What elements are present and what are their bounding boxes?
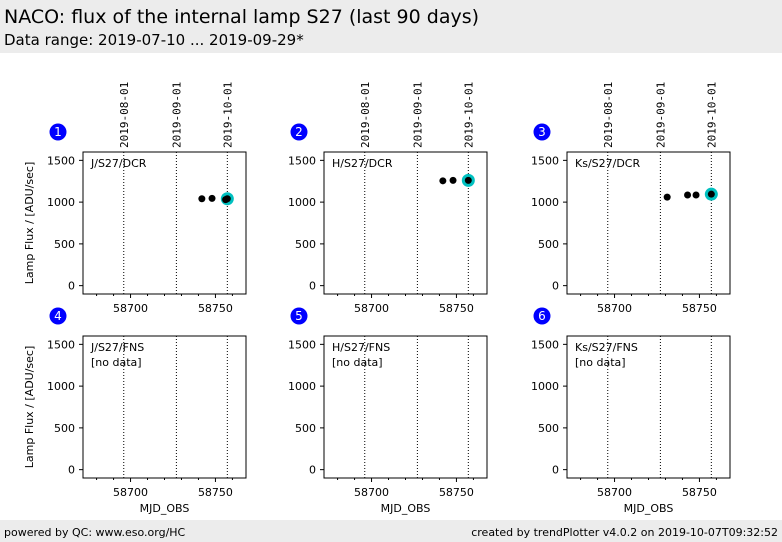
y-axis-label: Lamp Flux / [ADU/sec] xyxy=(23,346,36,469)
x-tick-label: 58750 xyxy=(682,302,717,315)
x-tick-label: 58700 xyxy=(113,302,148,315)
plot-frame xyxy=(323,335,488,479)
y-tick-label: 1500 xyxy=(531,338,559,351)
y-tick-label: 1000 xyxy=(288,380,316,393)
panel-number-badge xyxy=(533,123,551,141)
x-axis-label: MJD_OBS xyxy=(140,502,190,515)
y-tick-label: 0 xyxy=(552,280,559,293)
y-tick-label: 1500 xyxy=(47,154,75,167)
panel-label: H/S27/DCR xyxy=(332,157,393,170)
no-data-label: [no data] xyxy=(91,356,142,369)
x-tick-label: 58700 xyxy=(354,302,389,315)
y-tick-label: 500 xyxy=(54,238,75,251)
date-label: 2019-08-01 xyxy=(359,82,372,148)
y-tick-label: 1500 xyxy=(288,338,316,351)
footer: powered by QC: www.eso.org/HC created by… xyxy=(0,520,782,542)
y-tick-label: 0 xyxy=(552,464,559,477)
y-tick-label: 1000 xyxy=(288,196,316,209)
data-point xyxy=(208,194,216,202)
y-tick-label: 1500 xyxy=(288,154,316,167)
y-tick-label: 0 xyxy=(309,280,316,293)
x-tick-label: 58750 xyxy=(682,486,717,499)
x-tick-label: 58750 xyxy=(439,302,474,315)
data-point xyxy=(223,195,231,203)
y-tick-label: 1500 xyxy=(47,338,75,351)
panel-label: H/S27/FNS xyxy=(332,341,390,354)
plot-frame xyxy=(82,151,247,295)
data-point xyxy=(663,193,671,201)
panel-label: J/S27/FNS xyxy=(90,341,144,354)
data-point xyxy=(692,191,700,199)
y-tick-label: 1000 xyxy=(47,196,75,209)
no-data-label: [no data] xyxy=(575,356,626,369)
panel-label: Ks/S27/FNS xyxy=(575,341,638,354)
header: NACO: flux of the internal lamp S27 (las… xyxy=(0,0,782,53)
x-tick-label: 58700 xyxy=(113,486,148,499)
date-label: 2019-10-01 xyxy=(221,82,234,148)
x-tick-label: 58750 xyxy=(198,486,233,499)
x-tick-label: 58700 xyxy=(354,486,389,499)
x-axis-label: MJD_OBS xyxy=(381,502,431,515)
panel-number: 3 xyxy=(538,125,546,139)
data-point xyxy=(464,176,472,184)
x-axis-label: MJD_OBS xyxy=(624,502,674,515)
footer-powered-by: powered by QC: www.eso.org/HC xyxy=(4,526,186,539)
panel-number-badge xyxy=(290,123,308,141)
date-label: 2019-10-01 xyxy=(462,82,475,148)
y-tick-label: 500 xyxy=(295,422,316,435)
panel-number-badge xyxy=(49,307,67,325)
data-point xyxy=(684,191,692,199)
panel-number: 2 xyxy=(295,125,303,139)
footer-created-by: created by trendPlotter v4.0.2 on 2019-1… xyxy=(471,526,778,539)
date-label: 2019-10-01 xyxy=(705,82,718,148)
y-axis-label: Lamp Flux / [ADU/sec] xyxy=(23,162,36,285)
x-tick-label: 58750 xyxy=(439,486,474,499)
no-data-label: [no data] xyxy=(332,356,383,369)
y-tick-label: 0 xyxy=(68,464,75,477)
y-tick-label: 0 xyxy=(68,280,75,293)
panel-number-badge xyxy=(290,307,308,325)
panel-label: Ks/S27/DCR xyxy=(575,157,640,170)
panel-number: 5 xyxy=(295,309,303,323)
page-title: NACO: flux of the internal lamp S27 (las… xyxy=(4,6,480,28)
y-tick-label: 500 xyxy=(295,238,316,251)
x-tick-label: 58700 xyxy=(597,302,632,315)
data-point xyxy=(449,176,457,184)
plot-frame xyxy=(82,335,247,479)
panel-number-badge xyxy=(533,307,551,325)
date-label: 2019-09-01 xyxy=(411,82,424,148)
y-tick-label: 1500 xyxy=(531,154,559,167)
panel-number: 4 xyxy=(54,309,62,323)
data-point xyxy=(439,177,447,185)
data-point xyxy=(198,195,206,203)
panel-number: 6 xyxy=(538,309,546,323)
x-tick-label: 58750 xyxy=(198,302,233,315)
date-label: 2019-08-01 xyxy=(118,82,131,148)
plot-frame xyxy=(566,151,731,295)
y-tick-label: 500 xyxy=(538,422,559,435)
panel-number-badge xyxy=(49,123,67,141)
plot-frame xyxy=(323,151,488,295)
y-tick-label: 1000 xyxy=(47,380,75,393)
data-point xyxy=(707,190,715,198)
panel-label: J/S27/DCR xyxy=(90,157,147,170)
y-tick-label: 0 xyxy=(309,464,316,477)
y-tick-label: 500 xyxy=(538,238,559,251)
date-label: 2019-09-01 xyxy=(170,82,183,148)
date-label: 2019-09-01 xyxy=(654,82,667,148)
date-label: 2019-08-01 xyxy=(602,82,615,148)
panel-number: 1 xyxy=(54,125,62,139)
y-tick-label: 500 xyxy=(54,422,75,435)
y-tick-label: 1000 xyxy=(531,196,559,209)
plot-frame xyxy=(566,335,731,479)
y-tick-label: 1000 xyxy=(531,380,559,393)
data-range: Data range: 2019-07-10 ... 2019-09-29* xyxy=(4,31,304,49)
x-tick-label: 58700 xyxy=(597,486,632,499)
